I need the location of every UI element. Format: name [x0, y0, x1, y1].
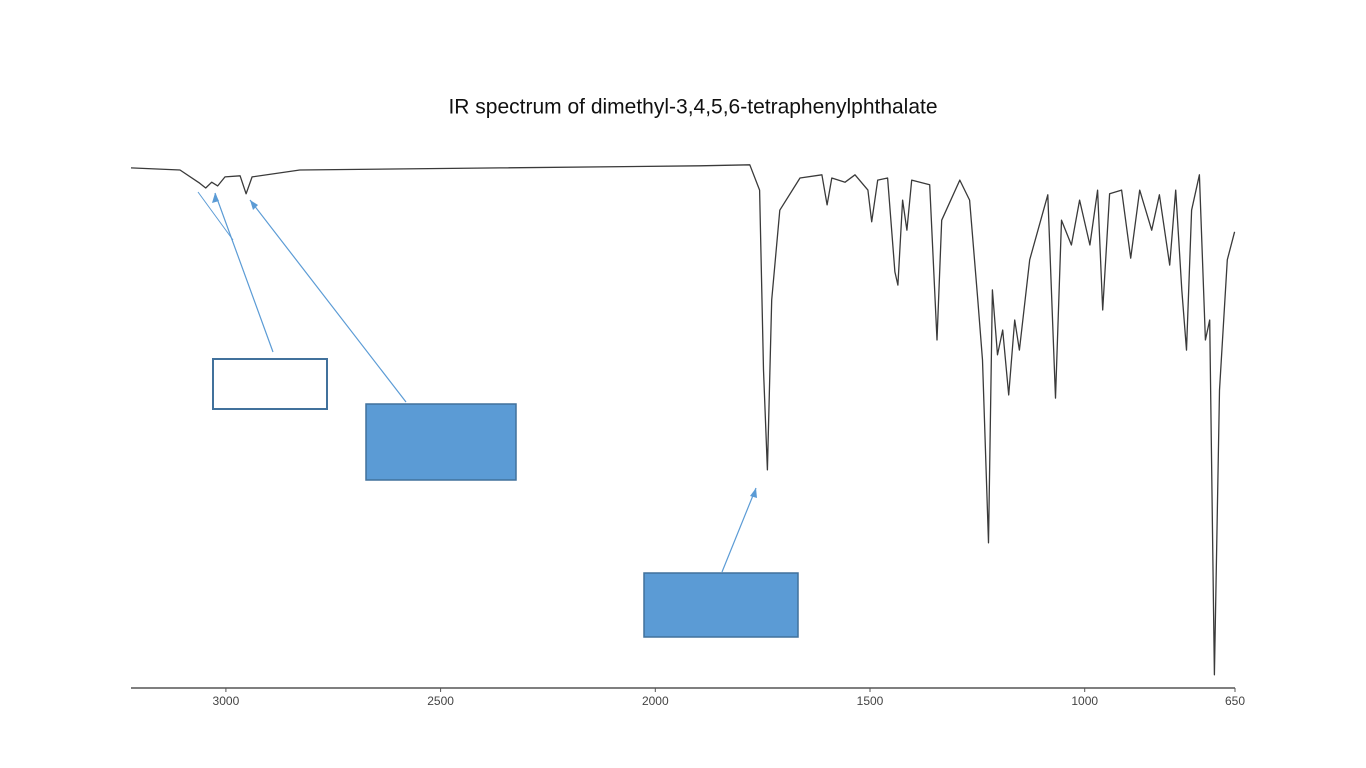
arrow [249, 199, 407, 403]
arrow-head [750, 488, 757, 498]
arrow [197, 191, 234, 241]
x-tick-label: 1500 [857, 694, 884, 708]
arrow [214, 192, 274, 353]
annotation-box [212, 358, 328, 410]
arrow-head [212, 193, 219, 203]
chart-title: IR spectrum of dimethyl-3,4,5,6-tetraphe… [448, 96, 937, 119]
x-tick-label: 2500 [427, 694, 454, 708]
annotation-box [365, 403, 517, 481]
x-tick-label: 2000 [642, 694, 669, 708]
spectrum-line [130, 164, 1236, 676]
x-tick-label: 3000 [213, 694, 240, 708]
x-tick-label: 1000 [1071, 694, 1098, 708]
arrow-head [250, 200, 258, 210]
x-tick-label: 650 [1225, 694, 1245, 708]
arrow [721, 487, 757, 573]
annotation-box [643, 572, 799, 638]
annotations [197, 191, 799, 638]
